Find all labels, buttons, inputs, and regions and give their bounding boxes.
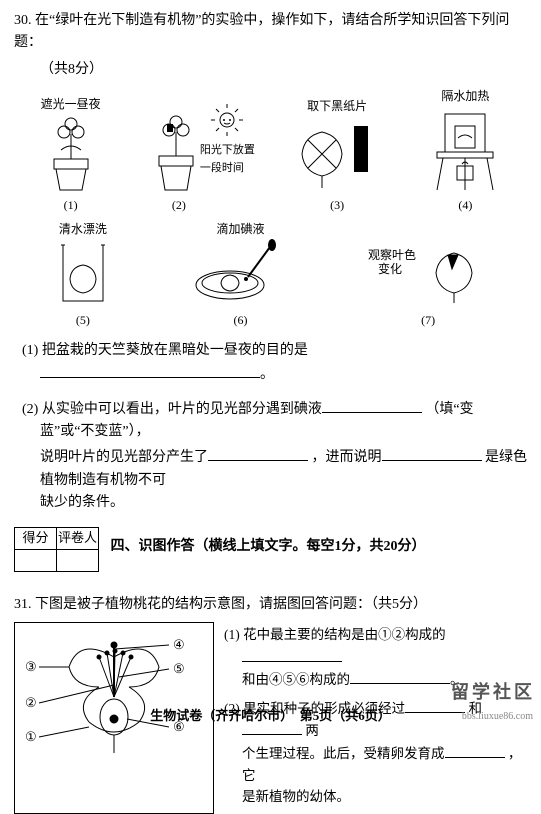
blank <box>322 397 422 413</box>
q31-sub1-b: 和由④⑤⑥构成的 <box>242 672 350 687</box>
q30-sub2-textb: 说明叶片的见光部分产生了 <box>40 450 208 465</box>
diagram-2: 阳光下放置 一段时间 (2) <box>149 104 249 215</box>
diagram-row-2: 清水漂洗 (5) 滴加碘液 (6) 观察叶色 变化 <box>14 220 527 330</box>
blank <box>445 742 505 758</box>
diagram-5: 清水漂洗 (5) <box>53 220 113 330</box>
q30-sub1: (1) 把盆栽的天竺葵放在黑暗处一昼夜的目的是。 <box>22 340 527 387</box>
q31-title: 下图是被子植物桃花的结构示意图，请据图回答问题：（共5分） <box>35 597 427 612</box>
peach-flower-icon: ③ ② ① ④ ⑤ ⑥ <box>19 627 209 757</box>
dia5-num: (5) <box>76 311 90 330</box>
svg-text:③: ③ <box>25 659 37 674</box>
dia1-num: (1) <box>64 196 78 215</box>
q31-header: 31. 下图是被子植物桃花的结构示意图，请据图回答问题：（共5分） <box>14 594 527 616</box>
q30-sub1-text: 把盆栽的天竺葵放在黑暗处一昼夜的目的是 <box>42 343 308 358</box>
q30-sub2-label: (2) <box>22 402 38 417</box>
diagram-4: 隔水加热 (4) <box>425 87 505 215</box>
petri-iodine-icon <box>190 239 290 309</box>
q31-sub1-a: 花中最主要的结构是由①②构成的 <box>243 627 446 642</box>
section4-row: 得分评卷人 四、识图作答（横线上填文字。每空1分，共20分） <box>14 515 527 580</box>
section4-title: 四、识图作答（横线上填文字。每空1分，共20分） <box>111 536 426 558</box>
q30-sub2-texta: 从实验中可以看出，叶片的见光部分遇到碘液 <box>42 402 322 417</box>
diagram-1: 遮光一昼夜 (1) <box>36 95 106 215</box>
q30-number: 30. <box>14 13 32 28</box>
page-footer: 生物试卷（齐齐哈尔市） 第5页（共6页） <box>0 706 541 727</box>
q30-sub2: (2) 从实验中可以看出，叶片的见光部分遇到碘液 （填“变蓝”或“不变蓝”）， <box>22 397 527 444</box>
q31-sub2-f: 是新植物的幼体。 <box>242 789 350 804</box>
q30-header: 30. 在“绿叶在光下制造有机物”的实验中，操作如下，请结合所学知识回答下列问题… <box>14 10 527 55</box>
q30-sub2-line2: 说明叶片的见光部分产生了 ，进而说明 是绿色植物制造有机物不可 <box>40 445 527 492</box>
svg-text:变化: 变化 <box>378 261 402 276</box>
plant-pot-dark-icon <box>36 114 106 194</box>
dia3-label: 取下黑纸片 <box>307 97 367 116</box>
q30-sub2-textc: ，进而说明 <box>312 450 382 465</box>
blank <box>382 445 482 461</box>
dia1-label: 遮光一昼夜 <box>41 95 101 114</box>
svg-text:①: ① <box>25 729 37 744</box>
dia6-num: (6) <box>233 311 247 330</box>
q30-sub2-line3: 缺少的条件。 <box>40 492 527 514</box>
heating-setup-icon <box>425 106 505 194</box>
dia2-num: (2) <box>172 196 186 215</box>
q30-sub1-label: (1) <box>22 343 38 358</box>
observe-leaf-icon: 观察叶色 变化 <box>368 239 488 309</box>
svg-text:观察叶色: 观察叶色 <box>368 248 416 262</box>
score-table: 得分评卷人 <box>14 527 99 572</box>
q31-number: 31. <box>14 597 32 612</box>
watermark: 留学社区 <box>451 678 535 707</box>
blank <box>242 646 342 662</box>
dia2-label: 阳光下放置 一段时间 <box>200 142 255 177</box>
q30-title: 在“绿叶在光下制造有机物”的实验中，操作如下，请结合所学知识回答下列问题： <box>14 13 509 50</box>
score-header-1: 得分 <box>15 527 57 549</box>
svg-text:⑤: ⑤ <box>173 661 185 676</box>
diagram-row-1: 遮光一昼夜 (1) 阳光下放置 一段时间 (2) 取下黑纸片 <box>14 87 527 215</box>
q31-sub1-label: (1) <box>224 627 240 642</box>
diagram-6: 滴加碘液 (6) <box>190 220 290 330</box>
svg-text:④: ④ <box>173 637 185 652</box>
score-cell <box>15 549 57 571</box>
dia3-num: (3) <box>330 196 344 215</box>
dia4-label: 隔水加热 <box>441 87 489 106</box>
blank <box>350 668 450 684</box>
score-header-2: 评卷人 <box>57 527 99 549</box>
dia7-num: (7) <box>421 311 435 330</box>
q30-points: （共8分） <box>40 59 527 81</box>
dia6-label: 滴加碘液 <box>216 220 264 239</box>
dia5-label: 清水漂洗 <box>59 220 107 239</box>
blank <box>40 362 260 378</box>
q31-sub2-d: 个生理过程。此后，受精卵发育成 <box>242 746 445 761</box>
blank <box>208 445 308 461</box>
diagram-7: 观察叶色 变化 (7) <box>368 239 488 330</box>
beaker-rinse-icon <box>53 239 113 309</box>
dia4-num: (4) <box>458 196 472 215</box>
grader-cell <box>57 549 99 571</box>
leaf-strip-icon <box>292 116 382 194</box>
diagram-3: 取下黑纸片 (3) <box>292 97 382 215</box>
